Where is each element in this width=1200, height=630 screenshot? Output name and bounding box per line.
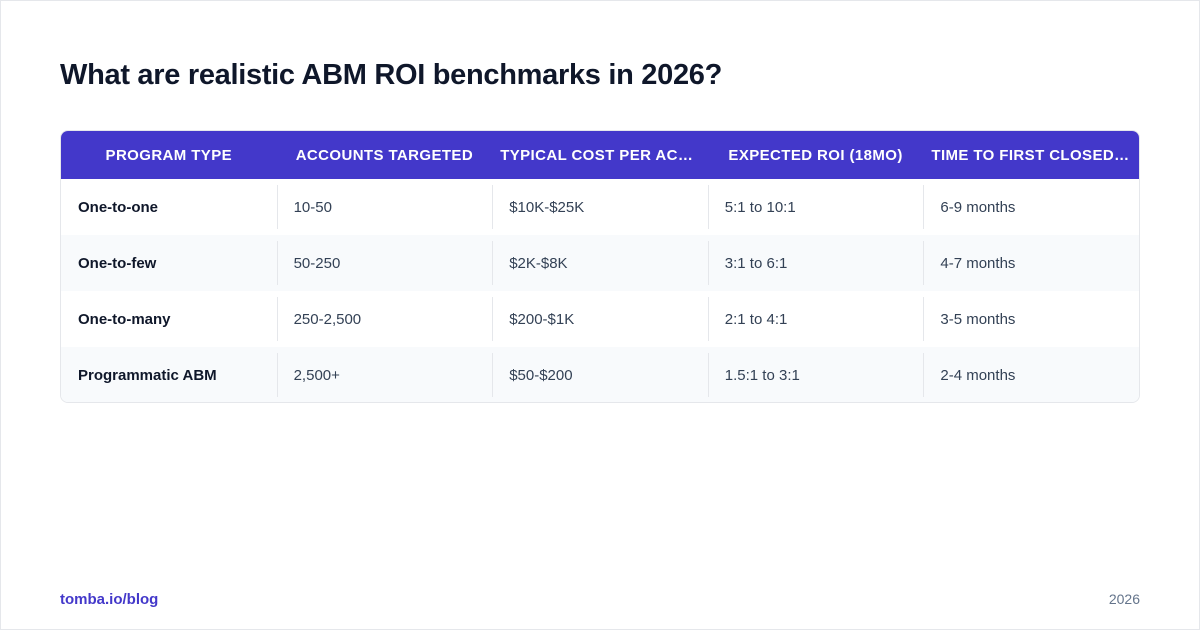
table-row: One-to-few 50-250 $2K-$8K 3:1 to 6:1 4-7… — [61, 235, 1139, 291]
cell-time-to-close: 2-4 months — [923, 347, 1139, 402]
cell-expected-roi: 1.5:1 to 3:1 — [707, 347, 924, 402]
benchmark-table-container: Program Type Accounts Targeted Typical C… — [60, 130, 1140, 403]
table-row: One-to-one 10-50 $10K-$25K 5:1 to 10:1 6… — [61, 179, 1139, 235]
cell-program-type: One-to-few — [78, 254, 157, 272]
column-header-accounts-targeted: Accounts Targeted — [295, 146, 474, 164]
cell-program-type: One-to-one — [78, 198, 158, 216]
footer-source-link[interactable]: tomba.io/blog — [60, 591, 159, 608]
cell-time-to-close: 6-9 months — [923, 179, 1139, 235]
cell-accounts-targeted: 2,500+ — [276, 347, 493, 402]
cell-program-type: One-to-many — [78, 310, 171, 328]
cell-accounts-targeted: 50-250 — [276, 235, 493, 291]
table-header: Program Type Accounts Targeted Typical C… — [61, 131, 1139, 179]
cell-expected-roi: 5:1 to 10:1 — [707, 179, 924, 235]
table-header-row: Program Type Accounts Targeted Typical C… — [61, 131, 1139, 179]
column-header-time-to-close: Time to First Closed Deal — [931, 146, 1139, 164]
cell-expected-roi: 2:1 to 4:1 — [707, 291, 924, 347]
cell-cost-per-account: $50-$200 — [492, 347, 708, 402]
cell-cost-per-account: $2K-$8K — [492, 235, 708, 291]
cell-time-to-close: 4-7 months — [923, 235, 1139, 291]
cell-accounts-targeted: 250-2,500 — [276, 291, 493, 347]
cell-expected-roi: 3:1 to 6:1 — [707, 235, 924, 291]
page-title: What are realistic ABM ROI benchmarks in… — [60, 59, 723, 91]
column-header-cost-per-account: Typical Cost Per Account — [500, 146, 708, 164]
table-row: Programmatic ABM 2,500+ $50-$200 1.5:1 t… — [61, 347, 1139, 402]
cell-cost-per-account: $200-$1K — [492, 291, 708, 347]
footer-year: 2026 — [1108, 591, 1140, 607]
cell-cost-per-account: $10K-$25K — [492, 179, 708, 235]
cell-accounts-targeted: 10-50 — [276, 179, 493, 235]
cell-program-type: Programmatic ABM — [78, 366, 217, 384]
column-header-program-type: Program Type — [105, 146, 233, 164]
column-header-expected-roi: Expected ROI (18mo) — [728, 146, 903, 164]
table-row: One-to-many 250-2,500 $200-$1K 2:1 to 4:… — [61, 291, 1139, 347]
table-body: One-to-one 10-50 $10K-$25K 5:1 to 10:1 6… — [61, 179, 1139, 402]
cell-time-to-close: 3-5 months — [923, 291, 1139, 347]
benchmark-table: Program Type Accounts Targeted Typical C… — [61, 131, 1139, 402]
